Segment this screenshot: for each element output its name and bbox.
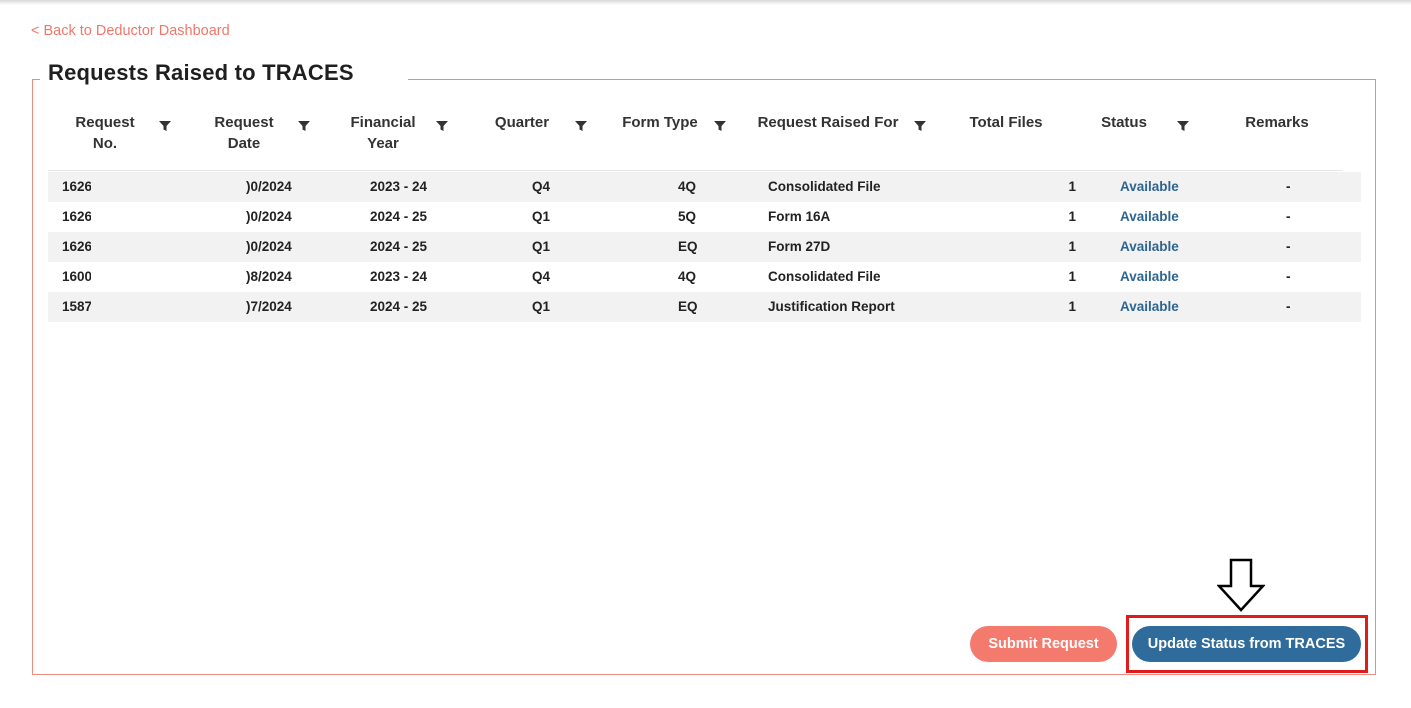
cell-remarks: - <box>1286 299 1291 314</box>
cell-form-type: 4Q <box>678 179 697 194</box>
cell-status-link[interactable]: Available <box>1120 269 1179 284</box>
cell-request-raised-for: Consolidated File <box>768 179 881 194</box>
cell-request-no: 1626 <box>62 239 91 254</box>
cell-quarter: Q1 <box>532 299 551 314</box>
cell-request-no: 1626 <box>62 179 91 194</box>
filter-icon[interactable] <box>914 120 926 132</box>
cell-request-raised-for: Justification Report <box>768 299 895 314</box>
page-title: Requests Raised to TRACES <box>42 60 360 86</box>
cell-financial-year: 2024 - 25 <box>370 239 428 254</box>
table-row[interactable]: 1626 )0/2024 2024 - 25 Q1 5Q Form 16A 1 … <box>48 202 1361 232</box>
cell-form-type: EQ <box>678 239 698 254</box>
cell-status-link[interactable]: Available <box>1120 179 1179 194</box>
cell-request-raised-for: Form 16A <box>768 209 831 224</box>
header-request-no: Request No. <box>75 114 135 152</box>
cell-total-files: 1 <box>1068 269 1076 284</box>
highlight-box <box>1126 615 1368 673</box>
cell-request-date: )7/2024 <box>246 299 292 314</box>
cell-financial-year: 2023 - 24 <box>370 269 428 284</box>
cell-financial-year: 2024 - 25 <box>370 209 428 224</box>
cell-request-no: 1587 <box>62 299 91 314</box>
cell-form-type: 4Q <box>678 269 697 284</box>
table-body: 1626 )0/2024 2023 - 24 Q4 4Q Consolidate… <box>48 172 1361 322</box>
filter-icon[interactable] <box>575 120 587 132</box>
filter-icon[interactable] <box>1177 120 1189 132</box>
cell-total-files: 1 <box>1068 179 1076 194</box>
header-total-files: Total Files <box>969 114 1043 131</box>
header-form-type: Form Type <box>622 114 698 131</box>
down-arrow-icon <box>1217 558 1265 612</box>
header-request-raised-for: Request Raised For <box>757 114 899 131</box>
cell-request-date: )0/2024 <box>246 239 292 254</box>
cell-remarks: - <box>1286 269 1291 284</box>
cell-quarter: Q4 <box>532 179 551 194</box>
table-row[interactable]: 1587 )7/2024 2024 - 25 Q1 EQ Justificati… <box>48 292 1361 322</box>
cell-quarter: Q1 <box>532 239 551 254</box>
cell-remarks: - <box>1286 179 1291 194</box>
table-row[interactable]: 1600 )8/2024 2023 - 24 Q4 4Q Consolidate… <box>48 262 1361 292</box>
update-status-button[interactable]: Update Status from TRACES <box>1132 626 1361 662</box>
header-remarks: Remarks <box>1245 114 1309 131</box>
header-quarter: Quarter <box>494 114 550 131</box>
table-row[interactable]: 1626 )0/2024 2023 - 24 Q4 4Q Consolidate… <box>48 172 1361 202</box>
cell-request-raised-for: Form 27D <box>768 239 831 254</box>
cell-status-link[interactable]: Available <box>1120 239 1179 254</box>
cell-total-files: 1 <box>1068 299 1076 314</box>
cell-request-date: )0/2024 <box>246 209 292 224</box>
header-request-date: Request Date <box>214 114 274 152</box>
cell-request-date: )8/2024 <box>246 269 292 284</box>
cell-remarks: - <box>1286 239 1291 254</box>
cell-total-files: 1 <box>1068 239 1076 254</box>
cell-total-files: 1 <box>1068 209 1076 224</box>
cell-form-type: EQ <box>678 299 698 314</box>
top-bar-shadow <box>0 0 1411 5</box>
table-row[interactable]: 1626 )0/2024 2024 - 25 Q1 EQ Form 27D 1 … <box>48 232 1361 262</box>
header-status: Status <box>1101 114 1147 131</box>
cell-quarter: Q1 <box>532 209 551 224</box>
back-to-dashboard-link[interactable]: < Back to Deductor Dashboard <box>31 23 230 39</box>
cell-financial-year: 2024 - 25 <box>370 299 428 314</box>
cell-request-no: 1600 <box>62 269 91 284</box>
cell-status-link[interactable]: Available <box>1120 299 1179 314</box>
filter-icon[interactable] <box>159 120 171 132</box>
table-header: Request No. Request Date Financial Year Qua… <box>48 112 1343 171</box>
submit-request-button[interactable]: Submit Request <box>970 626 1117 662</box>
cell-financial-year: 2023 - 24 <box>370 179 428 194</box>
cell-form-type: 5Q <box>678 209 697 224</box>
filter-icon[interactable] <box>714 120 726 132</box>
cell-request-raised-for: Consolidated File <box>768 269 881 284</box>
cell-request-no: 1626 <box>62 209 91 224</box>
filter-icon[interactable] <box>436 120 448 132</box>
cell-status-link[interactable]: Available <box>1120 209 1179 224</box>
filter-icon[interactable] <box>298 120 310 132</box>
cell-request-date: )0/2024 <box>246 179 292 194</box>
requests-panel <box>32 79 1376 675</box>
header-financial-year: Financial Year <box>350 114 416 152</box>
cell-quarter: Q4 <box>532 269 551 284</box>
cell-remarks: - <box>1286 209 1291 224</box>
